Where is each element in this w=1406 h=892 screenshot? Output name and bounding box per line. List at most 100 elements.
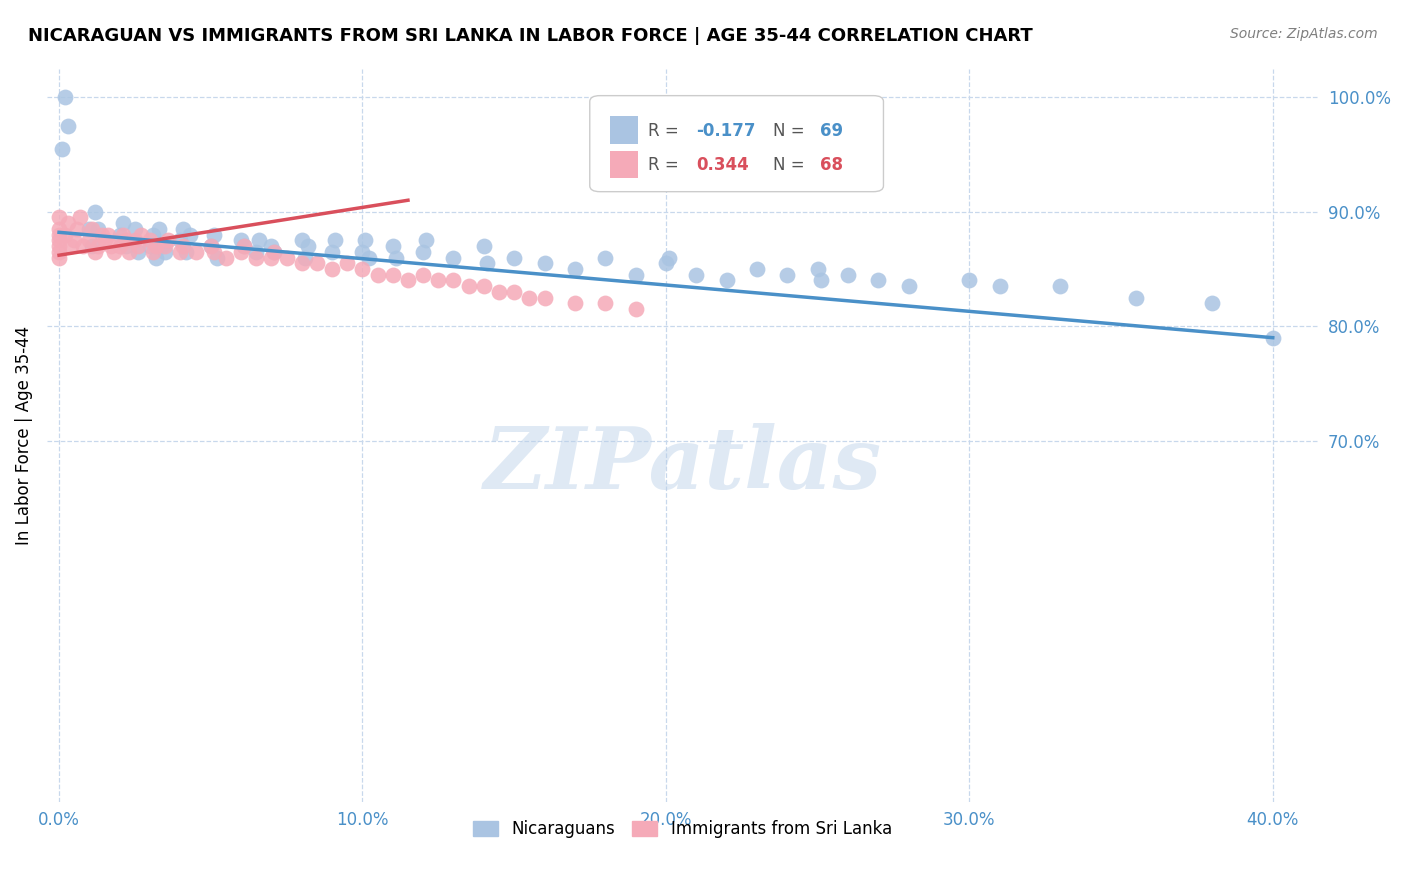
Point (352, 262, 374, 277)
Point (323, 233, 346, 247)
Point (415, 233, 437, 247)
Point (233, 239, 256, 253)
Point (127, 244, 149, 259)
Point (229, 233, 252, 247)
Point (150, 239, 173, 253)
Text: N =: N = (773, 156, 810, 174)
Legend: Nicaraguans, Immigrants from Sri Lanka: Nicaraguans, Immigrants from Sri Lanka (467, 814, 898, 845)
Point (716, 273, 738, 287)
Point (957, 273, 980, 287)
Point (305, 256, 328, 270)
Point (53, 90, 76, 104)
Point (66, 222, 89, 236)
Point (263, 244, 285, 259)
Point (229, 244, 252, 259)
Point (533, 291, 555, 305)
Point (593, 251, 616, 265)
Point (457, 279, 479, 293)
Point (381, 268, 404, 282)
Point (79, 222, 101, 236)
Text: R =: R = (648, 122, 685, 140)
Point (488, 285, 510, 299)
Point (807, 262, 830, 277)
Text: Source: ZipAtlas.com: Source: ZipAtlas.com (1230, 27, 1378, 41)
Point (294, 251, 316, 265)
Point (475, 256, 498, 270)
Point (127, 239, 149, 253)
Point (336, 256, 359, 270)
Point (103, 244, 125, 259)
Point (655, 256, 678, 270)
Point (624, 301, 647, 316)
Point (276, 251, 298, 265)
Point (297, 239, 319, 253)
Point (157, 233, 180, 247)
Point (84, 204, 107, 219)
Point (82, 222, 104, 236)
Point (263, 244, 285, 259)
Point (48, 239, 70, 253)
Point (321, 244, 343, 259)
Point (48, 244, 70, 259)
Point (202, 227, 225, 242)
Bar (610, 151, 638, 178)
Point (385, 251, 408, 265)
Point (233, 239, 256, 253)
Point (48, 233, 70, 247)
Point (260, 251, 283, 265)
Point (87, 239, 110, 253)
Text: ZIPatlas: ZIPatlas (484, 423, 882, 506)
Point (48, 227, 70, 242)
Point (69, 211, 91, 225)
Point (56, 216, 79, 230)
Point (443, 273, 465, 287)
Text: 69: 69 (820, 122, 844, 140)
Point (1049, 279, 1071, 293)
Point (48, 251, 70, 265)
Point (810, 273, 832, 287)
Point (443, 251, 465, 265)
Text: NICARAGUAN VS IMMIGRANTS FROM SRI LANKA IN LABOR FORCE | AGE 35-44 CORRELATION C: NICARAGUAN VS IMMIGRANTS FROM SRI LANKA … (28, 27, 1033, 45)
Point (533, 256, 555, 270)
Point (142, 244, 165, 259)
FancyBboxPatch shape (589, 95, 883, 192)
Point (517, 291, 540, 305)
Point (291, 233, 314, 247)
Point (172, 222, 194, 236)
Point (169, 233, 191, 247)
Point (745, 262, 768, 277)
Point (79, 233, 101, 247)
Point (179, 227, 201, 242)
Text: 68: 68 (820, 156, 842, 174)
Point (352, 244, 374, 259)
Point (114, 233, 136, 247)
Point (90, 227, 112, 242)
Text: -0.177: -0.177 (696, 122, 756, 140)
Point (118, 244, 141, 259)
Point (624, 268, 647, 282)
Point (100, 239, 122, 253)
Point (427, 273, 450, 287)
Point (84, 244, 107, 259)
Point (1201, 296, 1223, 310)
Point (245, 244, 267, 259)
Y-axis label: In Labor Force | Age 35-44: In Labor Force | Age 35-44 (15, 326, 32, 545)
Point (260, 239, 283, 253)
Point (145, 251, 167, 265)
Point (988, 279, 1011, 293)
Point (145, 239, 167, 253)
Point (215, 251, 238, 265)
Point (367, 268, 389, 282)
Point (155, 244, 177, 259)
Point (472, 239, 495, 253)
Point (60, 239, 83, 253)
Point (503, 251, 526, 265)
Point (108, 227, 131, 242)
Point (48, 222, 70, 236)
Point (200, 239, 222, 253)
Text: R =: R = (648, 156, 685, 174)
Point (48, 211, 70, 225)
Point (111, 216, 134, 230)
Point (897, 279, 920, 293)
Point (93, 233, 115, 247)
